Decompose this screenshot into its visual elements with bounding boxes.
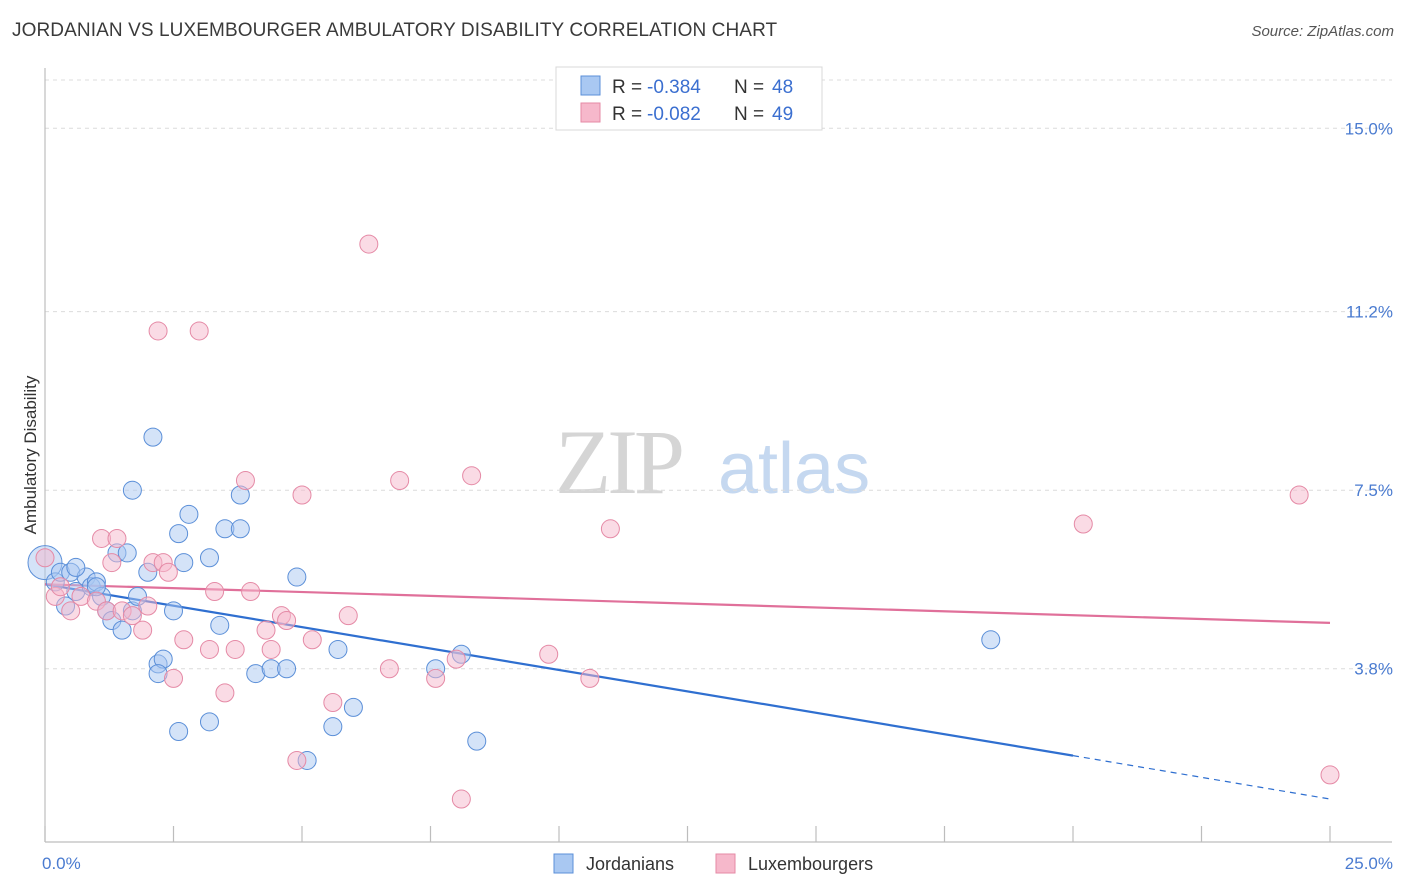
legend-r-value-2: -0.082 bbox=[647, 104, 701, 125]
luxembourger-point-21 bbox=[205, 582, 225, 602]
luxembourger-point-9 bbox=[107, 528, 127, 548]
bottom-legend-swatch-jordanians bbox=[553, 853, 574, 874]
luxembourger-point-36 bbox=[379, 659, 399, 679]
luxembourger-point-27 bbox=[261, 639, 281, 659]
luxembourger-point-19 bbox=[189, 321, 209, 341]
luxembourger-point-34 bbox=[338, 606, 358, 626]
jordanian-point-13 bbox=[112, 620, 132, 640]
luxembourger-point-37 bbox=[390, 471, 410, 491]
jordanian-point-45 bbox=[66, 557, 86, 577]
luxembourger-point-11 bbox=[122, 606, 142, 626]
y-tick-label-1: 7.5% bbox=[1354, 481, 1393, 500]
luxembourger-point-48 bbox=[1320, 765, 1340, 785]
jordanian-point-38 bbox=[143, 427, 163, 447]
luxembourger-point-18 bbox=[174, 630, 194, 650]
jordanian-point-23 bbox=[199, 548, 219, 568]
legend-box: R = -0.384 N = 48 R = -0.082 N = 49 bbox=[555, 66, 823, 131]
luxembourger-point-42 bbox=[539, 644, 559, 664]
bottom-legend-swatch-luxembourgers bbox=[715, 853, 736, 874]
gridlines bbox=[45, 79, 1392, 670]
axes bbox=[44, 68, 1392, 843]
bottom-legend-label-jordanians: Jordanians bbox=[586, 854, 674, 874]
luxembourger-point-35 bbox=[359, 234, 379, 254]
jordanian-point-37 bbox=[467, 731, 487, 751]
x-tick-label-0: 0.0% bbox=[42, 854, 81, 873]
luxembourger-point-31 bbox=[292, 485, 312, 505]
luxembourger-point-13 bbox=[138, 596, 158, 616]
watermark-zip: ZIP bbox=[555, 411, 682, 513]
jordanian-point-33 bbox=[328, 639, 348, 659]
jordanian-point-26 bbox=[230, 519, 250, 539]
luxembourger-point-2 bbox=[50, 577, 70, 597]
jordanian-point-44 bbox=[117, 543, 137, 563]
luxembourger-point-41 bbox=[451, 789, 471, 809]
jordanian-point-19 bbox=[164, 601, 183, 621]
y-tick-label-2: 11.2% bbox=[1346, 303, 1393, 322]
jordanian-point-42 bbox=[199, 712, 219, 732]
jordanian-point-47 bbox=[981, 630, 1001, 650]
trend-lines bbox=[44, 583, 1331, 800]
legend-swatch-luxembourgers bbox=[580, 102, 601, 123]
y-tick-label-0: 3.8% bbox=[1354, 660, 1393, 679]
legend-swatch-jordanians bbox=[580, 75, 601, 96]
luxembourger-point-39 bbox=[446, 649, 466, 669]
tick-labels: 3.8% 7.5% 11.2% 15.0% 0.0% 25.0% bbox=[42, 119, 1393, 873]
bottom-legend-label-luxembourgers: Luxembourgers bbox=[748, 854, 873, 874]
luxembourger-point-40 bbox=[462, 466, 482, 486]
chart-title: JORDANIAN VS LUXEMBOURGER AMBULATORY DIS… bbox=[12, 20, 778, 41]
luxembourger-point-47 bbox=[1289, 485, 1309, 505]
luxembourger-point-24 bbox=[235, 471, 255, 491]
luxembourger-point-17 bbox=[164, 668, 183, 688]
jordanian-point-21 bbox=[174, 553, 194, 573]
data-points bbox=[27, 234, 1340, 809]
legend-n-label-1: N = bbox=[734, 77, 764, 98]
luxembourger-point-44 bbox=[600, 519, 620, 539]
luxembourger-point-20 bbox=[199, 639, 219, 659]
luxembourger-point-43 bbox=[580, 668, 600, 688]
luxembourger-point-25 bbox=[241, 582, 261, 602]
jordanian-point-32 bbox=[323, 717, 343, 737]
legend-r-label-1: R = bbox=[612, 77, 642, 98]
jordanian-point-24 bbox=[210, 615, 230, 635]
legend-r-label-2: R = bbox=[612, 104, 642, 125]
jordanian-point-30 bbox=[287, 567, 307, 587]
jordanian-point-29 bbox=[277, 659, 297, 679]
y-axis-label: Ambulatory Disability bbox=[21, 375, 40, 534]
legend-n-value-2: 49 bbox=[772, 104, 793, 125]
luxembourger-point-8 bbox=[102, 553, 122, 573]
luxembourger-point-22 bbox=[215, 683, 235, 703]
jordanian-trend-line bbox=[44, 583, 1074, 757]
luxembourger-point-16 bbox=[158, 562, 178, 582]
luxembourger-point-23 bbox=[225, 639, 245, 659]
legend-n-value-1: 48 bbox=[772, 77, 793, 98]
luxembourger-point-30 bbox=[287, 750, 307, 770]
x-tick-label-1: 25.0% bbox=[1345, 854, 1393, 873]
watermark-atlas: atlas bbox=[718, 429, 870, 509]
luxembourger-point-0 bbox=[35, 548, 55, 568]
jordanian-trend-extension bbox=[1072, 755, 1331, 800]
luxembourger-point-33 bbox=[323, 693, 343, 713]
jordanian-point-34 bbox=[343, 697, 363, 717]
legend-n-label-2: N = bbox=[734, 104, 764, 125]
luxembourger-point-38 bbox=[426, 668, 446, 688]
bottom-legend: Jordanians Luxembourgers bbox=[553, 853, 873, 874]
y-tick-label-3: 15.0% bbox=[1345, 119, 1393, 138]
jordanian-point-39 bbox=[122, 480, 142, 500]
jordanian-point-20 bbox=[169, 524, 189, 544]
luxembourger-point-29 bbox=[277, 610, 297, 630]
luxembourger-point-46 bbox=[1073, 514, 1093, 534]
source-credit: Source: ZipAtlas.com bbox=[1251, 23, 1394, 40]
luxembourger-point-45 bbox=[148, 321, 168, 341]
luxembourger-point-26 bbox=[256, 620, 276, 640]
luxembourger-point-12 bbox=[133, 620, 153, 640]
legend-r-value-1: -0.384 bbox=[647, 77, 701, 98]
luxembourger-point-32 bbox=[302, 630, 322, 650]
jordanian-point-22 bbox=[179, 504, 199, 524]
jordanian-point-41 bbox=[169, 721, 189, 741]
luxembourger-point-3 bbox=[61, 601, 81, 621]
